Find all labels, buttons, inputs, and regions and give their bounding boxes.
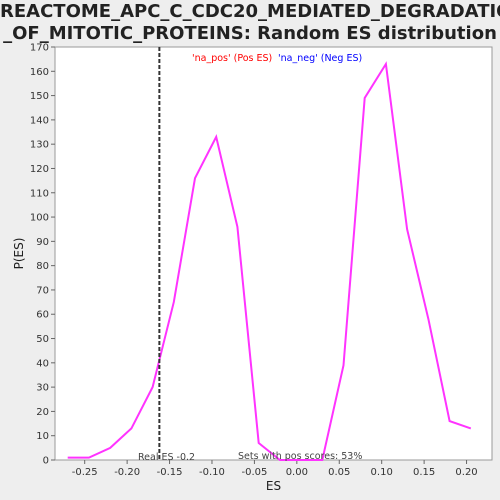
- y-tick-label: 50: [36, 334, 49, 345]
- x-tick-label: -0.15: [157, 467, 183, 478]
- y-tick-label: 10: [36, 431, 49, 442]
- x-tick-label: -0.20: [114, 467, 140, 478]
- y-tick-label: 130: [30, 140, 49, 151]
- x-tick-label: 0.00: [286, 467, 308, 478]
- pos-scores-label: Sets with pos scores: 53%: [238, 451, 362, 462]
- x-tick-label: 0.15: [413, 467, 435, 478]
- y-tick-label: 20: [36, 407, 49, 418]
- y-tick-label: 30: [36, 383, 49, 394]
- legend-neg-es: 'na_neg' (Neg ES): [278, 53, 362, 64]
- y-tick-label: 140: [30, 115, 49, 126]
- y-tick-label: 170: [30, 43, 49, 54]
- y-tick-label: 100: [30, 213, 49, 224]
- y-tick-label: 90: [36, 237, 49, 248]
- y-tick-label: 120: [30, 164, 49, 175]
- x-tick-label: -0.10: [199, 467, 225, 478]
- y-tick-label: 60: [36, 310, 49, 321]
- plot-area: [55, 47, 492, 460]
- y-tick-label: 150: [30, 91, 49, 102]
- real-es-label: Real ES -0.2: [138, 452, 195, 463]
- y-tick-label: 40: [36, 358, 49, 369]
- y-tick-label: 110: [30, 188, 49, 199]
- x-tick-label: 0.05: [328, 467, 350, 478]
- y-tick-label: 70: [36, 285, 49, 296]
- y-tick-label: 80: [36, 261, 49, 272]
- legend-pos-es: 'na_pos' (Pos ES): [192, 53, 272, 64]
- y-tick-label: 160: [30, 67, 49, 78]
- x-tick-label: -0.25: [72, 467, 98, 478]
- x-axis-label: ES: [266, 479, 281, 493]
- y-axis-label: P(ES): [12, 238, 26, 270]
- x-tick-label: 0.20: [455, 467, 477, 478]
- x-tick-label: -0.05: [241, 467, 267, 478]
- x-tick-label: 0.10: [371, 467, 393, 478]
- y-tick-label: 0: [43, 456, 49, 467]
